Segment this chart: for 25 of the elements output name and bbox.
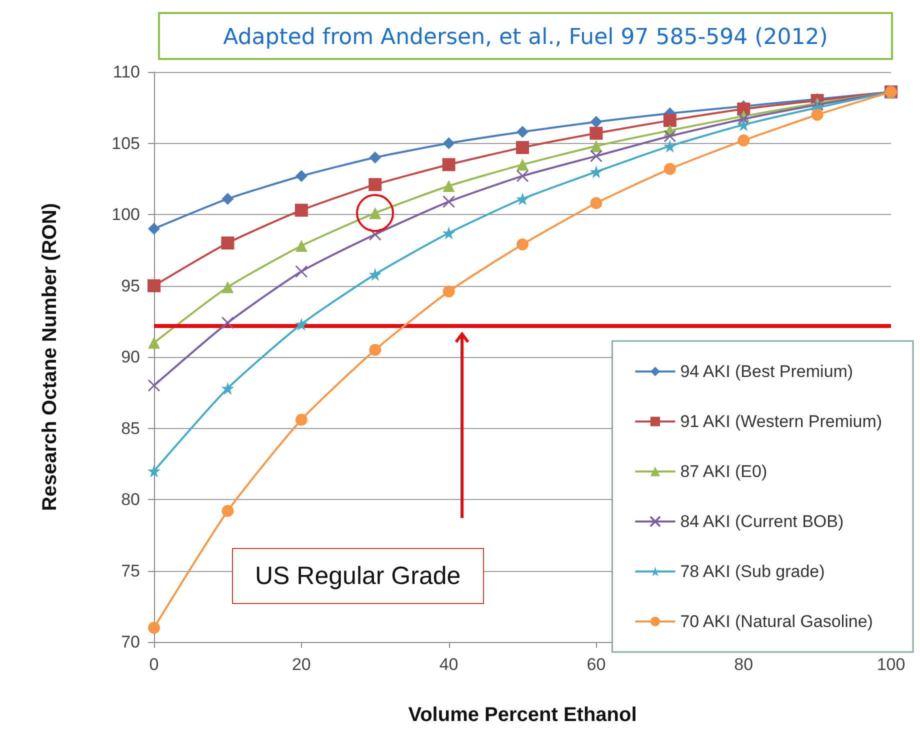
legend-label: 78 AKI (Sub grade) bbox=[680, 562, 825, 581]
y-tick-label: 100 bbox=[112, 205, 140, 224]
legend-label: 87 AKI (E0) bbox=[680, 462, 768, 481]
y-tick-label: 80 bbox=[121, 490, 140, 509]
legend-label: 91 AKI (Western Premium) bbox=[680, 412, 882, 431]
x-tick-label: 20 bbox=[292, 655, 311, 674]
y-tick-label: 105 bbox=[112, 134, 140, 153]
y-tick-label: 90 bbox=[121, 348, 140, 366]
y-tick-label: 95 bbox=[121, 276, 140, 296]
y-axis-title: Research Octane Number (RON) bbox=[39, 203, 61, 511]
x-tick-label: 40 bbox=[439, 655, 458, 674]
x-tick-label: 0 bbox=[149, 655, 159, 674]
x-tick-label: 80 bbox=[734, 655, 754, 674]
y-tick-label: 85 bbox=[121, 418, 140, 438]
x-tick-label: 100 bbox=[876, 655, 906, 674]
legend-label: 84 AKI (Current BOB) bbox=[680, 512, 844, 531]
text: Adapted from Andersen, et al., Fuel 97 585-594 (2012) bbox=[158, 12, 893, 60]
x-axis-title: Volume Percent Ethanol bbox=[408, 704, 637, 726]
legend-label: 94 AKI (Best Premium) bbox=[680, 362, 854, 381]
legend-label: 70 AKI (Natural Gasoline) bbox=[680, 612, 873, 631]
y-tick-label: 110 bbox=[112, 62, 140, 82]
y-tick-label: 70 bbox=[121, 632, 140, 652]
x-tick-label: 60 bbox=[586, 655, 606, 674]
y-tick-label: 75 bbox=[121, 561, 140, 580]
annotation: US Regular Grade bbox=[232, 548, 484, 604]
